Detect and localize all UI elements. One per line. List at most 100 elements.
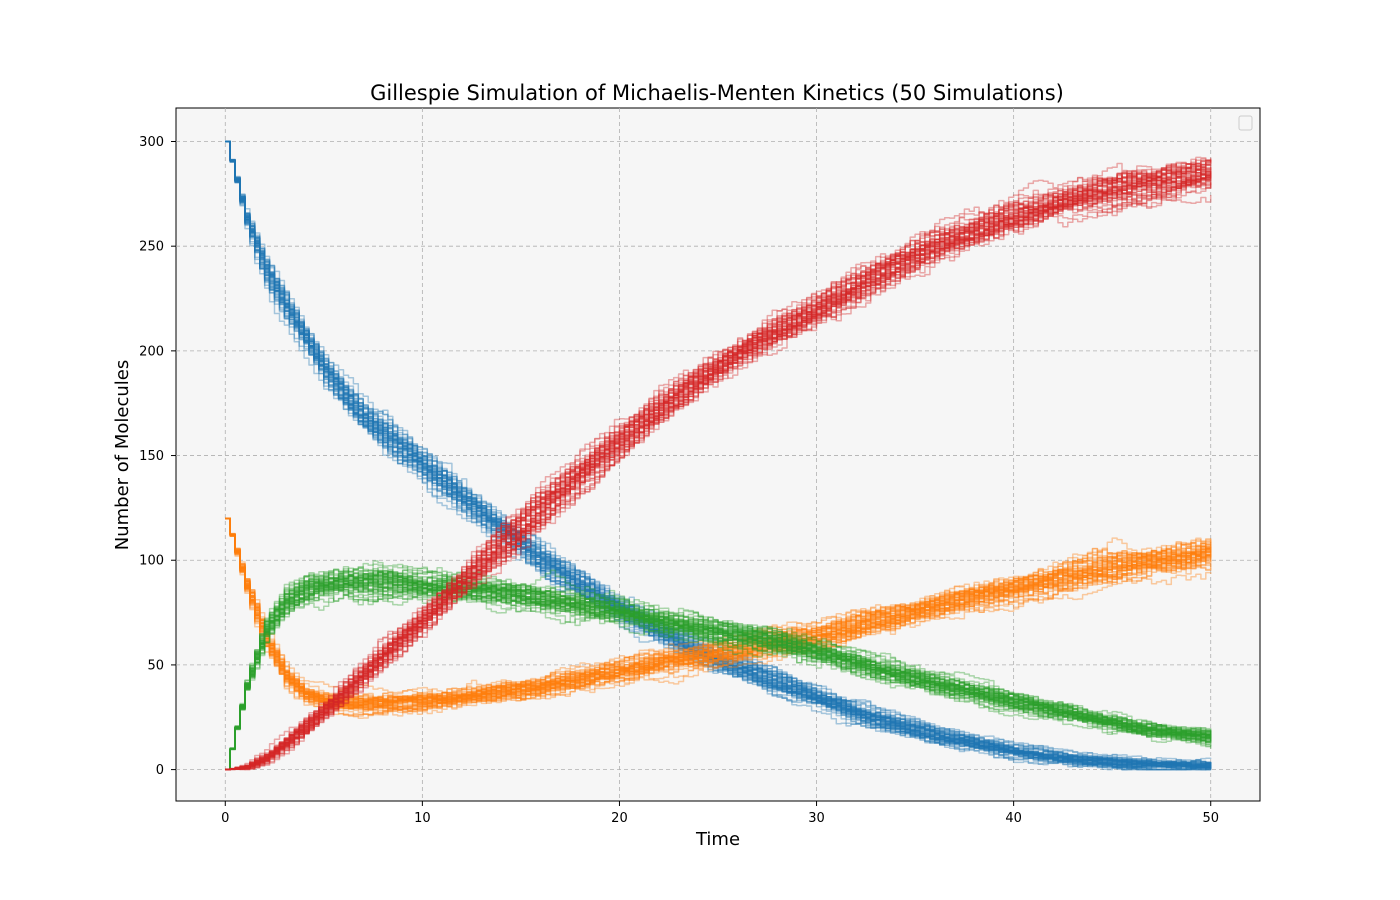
simulation-trajectory [225,517,1212,710]
simulation-trajectory [225,140,1212,770]
y-axis-ticks: 0 50 100 150 200 250 300 [139,135,176,778]
simulation-trajectory [225,140,1212,769]
simulation-trajectory [225,140,1212,768]
simulation-trajectory [225,571,1212,771]
simulation-trajectory [225,560,1212,771]
simulation-trajectory [225,166,1212,771]
simulation-trajectory [225,578,1212,771]
simulation-trajectory [225,140,1212,767]
simulation-trajectory [225,517,1212,706]
simulation-trajectory [225,517,1212,706]
simulation-trajectory [225,565,1212,771]
simulation-trajectory [225,517,1212,702]
simulation-trajectory [225,140,1212,768]
simulation-trajectory [225,517,1212,710]
simulation-trajectory [225,517,1212,709]
simulation-trajectory [225,578,1212,771]
simulation-trajectory [225,140,1212,766]
simulation-trajectory [225,174,1212,771]
simulation-trajectory [225,140,1212,768]
simulation-trajectory [225,167,1212,771]
simulation-trajectory [225,588,1212,771]
simulation-trajectory [225,174,1212,771]
simulation-trajectory [225,140,1212,771]
simulation-trajectory [225,140,1212,771]
simulation-trajectory [225,167,1212,771]
simulation-trajectory [225,140,1212,769]
simulation-trajectory [225,174,1212,771]
simulation-trajectory [225,517,1212,711]
simulation-trajectory [225,140,1211,771]
simulation-trajectory [225,517,1212,706]
simulation-trajectory [225,573,1212,771]
simulation-trajectory [225,140,1212,770]
plot-area [175,107,1261,802]
series-group [225,140,1212,771]
simulation-trajectory [225,140,1212,768]
simulation-trajectory [225,517,1212,717]
series-group [225,156,1212,771]
simulation-trajectory [225,178,1212,771]
simulation-trajectory [225,181,1212,771]
simulation-trajectory [225,569,1212,771]
y-tick-label: 150 [139,449,164,464]
simulation-trajectory [225,517,1212,711]
simulation-trajectory [225,517,1212,710]
simulation-trajectory [225,517,1212,706]
simulation-trajectory [225,517,1212,704]
simulation-trajectory [225,171,1212,771]
simulation-trajectory [225,517,1212,715]
simulation-trajectory [225,580,1212,771]
simulation-trajectory [225,140,1212,766]
simulation-trajectory [225,517,1212,715]
y-tick-label: 250 [139,240,164,255]
simulation-trajectory [225,576,1212,771]
simulation-trajectory [225,174,1212,771]
simulation-trajectory [225,517,1212,707]
simulation-trajectory [225,567,1212,771]
simulation-trajectory [225,517,1212,718]
simulation-trajectory [225,140,1212,769]
y-tick-label: 100 [139,554,164,569]
x-tick-label: 10 [414,811,431,826]
simulation-trajectory [225,140,1212,766]
simulation-trajectory [225,563,1212,771]
simulation-trajectory [225,571,1212,771]
simulation-trajectory [225,575,1212,771]
simulation-trajectory [225,581,1211,771]
simulation-trajectory [225,517,1212,717]
y-tick-label: 200 [139,344,164,359]
simulation-trajectory [225,159,1212,771]
simulation-trajectory [225,156,1212,771]
simulation-trajectory [225,517,1212,707]
simulation-trajectory [225,173,1212,771]
simulation-trajectory [225,159,1211,771]
simulation-trajectory [225,182,1212,771]
simulation-trajectory [225,140,1212,771]
simulation-trajectory [225,570,1212,771]
simulation-trajectory [225,517,1212,706]
simulation-trajectory [225,140,1212,767]
simulation-trajectory [225,570,1212,771]
simulation-trajectory [225,517,1212,716]
simulation-trajectory [225,176,1212,771]
simulation-trajectory [225,517,1212,709]
simulation-trajectory [225,140,1212,767]
simulation-trajectory [225,173,1212,771]
simulation-trajectory [225,140,1212,771]
simulation-trajectory [225,517,1212,710]
simulation-trajectory [225,569,1212,771]
simulation-trajectory [225,183,1212,771]
simulation-trajectory [225,140,1211,771]
simulation-trajectory [225,571,1212,771]
grid-lines [176,108,1260,801]
simulation-trajectory [225,581,1212,771]
simulation-trajectory [225,587,1212,771]
simulation-trajectory [225,140,1212,769]
y-axis-label: Number of Molecules [112,360,133,550]
simulation-trajectory [225,584,1212,771]
simulation-trajectory [225,140,1212,769]
simulation-trajectory [225,158,1212,771]
simulation-trajectory [225,569,1212,771]
simulation-trajectory [225,517,1212,709]
